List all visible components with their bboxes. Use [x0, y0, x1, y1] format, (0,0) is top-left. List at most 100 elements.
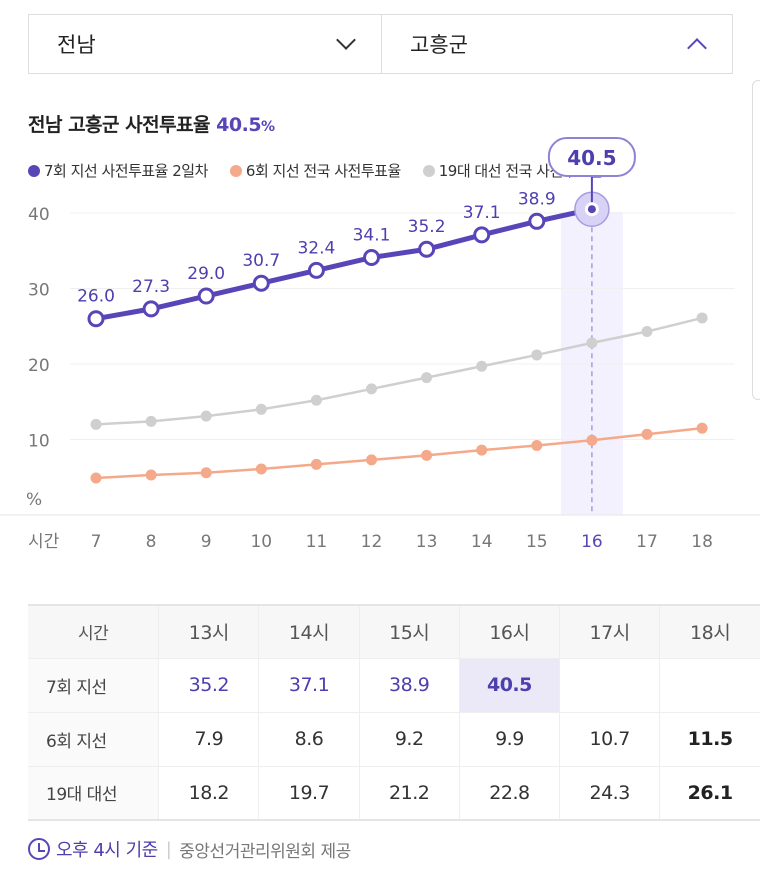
legend-item: 6회 지선 전국 사전투표율 — [229, 160, 401, 181]
tooltip-value: 40.5 — [567, 146, 616, 170]
row-label: 7회 지선 — [28, 658, 159, 713]
data-point — [255, 403, 267, 415]
data-point — [200, 410, 212, 422]
data-label: 35.2 — [408, 217, 446, 237]
table-cell: 9.9 — [458, 712, 560, 767]
x-tick-label: 11 — [306, 532, 328, 552]
data-point — [531, 349, 543, 361]
y-tick-label: 20 — [28, 356, 50, 376]
table-header: 시간 — [28, 605, 159, 659]
chart-title: 전남 고흥군 사전투표율 40.5% — [28, 110, 275, 137]
county-value: 고흥군 — [410, 33, 468, 57]
data-point — [476, 444, 488, 456]
row-label: 6회 지선 — [28, 712, 159, 767]
data-point — [307, 261, 325, 279]
data-label: 32.4 — [297, 238, 335, 258]
data-point — [473, 226, 491, 244]
table-row: 7회 지선 35.2 37.1 38.9 40.5 — [28, 658, 760, 713]
table-cell-current: 40.5 — [458, 658, 560, 713]
data-point — [641, 326, 653, 338]
x-tick-label: 7 — [91, 532, 102, 552]
data-point — [476, 360, 488, 372]
data-label: 29.0 — [187, 264, 225, 284]
table-cell: 35.2 — [158, 658, 259, 713]
data-point — [142, 300, 160, 318]
data-point — [310, 394, 322, 406]
table-cell: 21.2 — [358, 766, 460, 821]
table-cell-final: 26.1 — [659, 766, 760, 821]
data-point — [90, 418, 102, 430]
y-tick-label: 30 — [28, 281, 50, 301]
data-point — [421, 372, 433, 384]
data-label: 27.3 — [132, 277, 170, 297]
title-text: 전남 고흥군 사전투표율 — [28, 114, 211, 136]
legend-dot — [229, 165, 242, 177]
table-cell: 37.1 — [258, 658, 360, 713]
x-tick-label: 16 — [581, 532, 603, 552]
y-tick-label: 40 — [28, 205, 50, 225]
data-point — [421, 449, 433, 461]
table-row: 19대 대선 18.2 19.7 21.2 22.8 24.3 26.1 — [28, 766, 760, 821]
table-cell: 10.7 — [559, 712, 660, 767]
table-header: 15시 — [358, 605, 460, 659]
x-axis-label: 시간 — [28, 532, 60, 552]
table-cell: 24.3 — [559, 766, 660, 821]
legend-item: 7회 지선 사전투표율 2일차 — [28, 160, 208, 181]
line-chart: 40 30 20 10% 시간 7 8 9 10 11 12 13 14 15 16 17 18 26.0 27.3… — [0, 137, 760, 552]
data-point — [531, 440, 543, 452]
data-label: 38.9 — [518, 189, 556, 209]
table-cell-final: 11.5 — [659, 712, 760, 767]
table-cell: 22.8 — [458, 766, 560, 821]
data-point — [145, 415, 157, 427]
data-point — [586, 434, 598, 446]
x-tick-label: 12 — [361, 532, 383, 552]
data-point — [363, 249, 380, 267]
county-select[interactable]: 고흥군 — [381, 14, 733, 74]
data-point — [586, 337, 598, 349]
turnout-table: 시간 13시 14시 15시 16시 17시 18시 7회 지선 35.2 37… — [28, 604, 760, 821]
data-label: 34.1 — [353, 226, 391, 246]
table-cell — [559, 658, 660, 713]
data-point — [418, 240, 436, 258]
province-value: 전남 — [57, 33, 96, 57]
footer: 오후 4시 기준 | 중앙선거관리위원회 제공 — [28, 836, 351, 862]
x-tick-label: 9 — [201, 532, 212, 552]
series-line — [95, 316, 703, 426]
table-cell: 18.2 — [158, 766, 259, 821]
y-tick-label: 10 — [28, 432, 50, 452]
data-point — [310, 458, 322, 470]
y-axis-unit: % — [26, 490, 42, 510]
source-text: 중앙선거관리위원회 제공 — [179, 841, 351, 862]
data-point — [366, 454, 377, 466]
data-point — [87, 310, 105, 328]
data-point — [587, 205, 596, 214]
table-header: 16시 — [458, 605, 560, 659]
legend-dot — [422, 165, 435, 177]
table-header: 18시 — [659, 605, 760, 659]
row-label: 19대 대선 — [28, 766, 159, 821]
data-point — [255, 463, 267, 475]
data-point — [528, 212, 546, 230]
x-tick-label: 15 — [526, 532, 548, 552]
x-tick-label: 17 — [636, 532, 658, 552]
data-point — [641, 428, 653, 440]
tooltip-box — [547, 137, 636, 177]
time-basis: 오후 4시 기준 — [56, 840, 158, 861]
data-label: 30.7 — [242, 251, 280, 271]
x-tick-label: 10 — [250, 532, 272, 552]
scrollbar[interactable] — [752, 80, 760, 400]
x-tick-label: 13 — [416, 532, 438, 552]
series-line — [95, 426, 703, 480]
data-label: 37.1 — [463, 203, 501, 223]
title-unit: % — [261, 119, 275, 135]
table-cell: 8.6 — [258, 712, 360, 767]
divider: | — [165, 838, 172, 860]
legend-label: 7회 지선 사전투표율 2일차 — [44, 162, 208, 180]
title-value: 40.5 — [216, 114, 262, 136]
province-select[interactable]: 전남 — [28, 14, 382, 74]
data-point — [252, 274, 270, 292]
table-cell: 9.2 — [358, 712, 460, 767]
data-point — [696, 422, 708, 434]
table-header: 14시 — [258, 605, 360, 659]
clock-icon — [28, 838, 50, 860]
